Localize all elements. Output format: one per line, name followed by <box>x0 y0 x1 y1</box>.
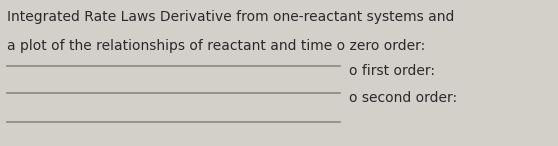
Text: Integrated Rate Laws Derivative from one-reactant systems and: Integrated Rate Laws Derivative from one… <box>7 10 454 24</box>
Text: a plot of the relationships of reactant and time o zero order:: a plot of the relationships of reactant … <box>7 39 425 53</box>
Text: o first order:: o first order: <box>349 64 435 78</box>
Text: o second order:: o second order: <box>349 91 457 105</box>
